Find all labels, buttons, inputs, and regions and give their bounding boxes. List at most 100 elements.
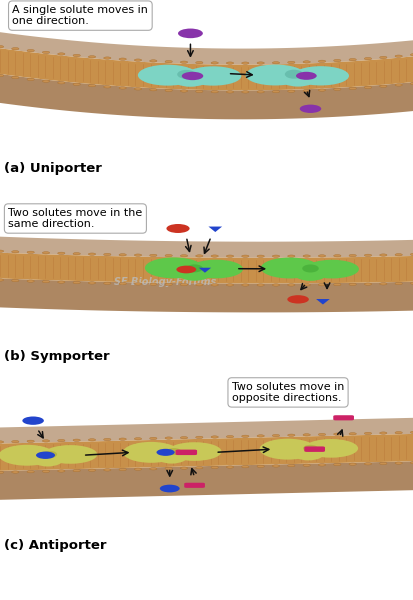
Ellipse shape [379, 283, 386, 285]
Ellipse shape [379, 56, 386, 59]
Ellipse shape [295, 72, 316, 80]
Ellipse shape [134, 283, 141, 285]
Ellipse shape [394, 84, 401, 86]
Ellipse shape [177, 265, 211, 281]
FancyBboxPatch shape [304, 446, 324, 452]
Text: A single solute moves in
one direction.: A single solute moves in one direction. [12, 5, 148, 26]
Ellipse shape [211, 255, 218, 257]
Ellipse shape [211, 91, 218, 93]
Ellipse shape [394, 254, 401, 256]
Ellipse shape [42, 251, 50, 254]
Ellipse shape [31, 451, 64, 466]
Ellipse shape [226, 62, 233, 64]
Ellipse shape [394, 55, 401, 58]
Ellipse shape [363, 432, 371, 434]
Ellipse shape [256, 62, 263, 64]
Ellipse shape [226, 466, 233, 468]
Ellipse shape [302, 61, 310, 63]
Ellipse shape [333, 254, 340, 257]
FancyBboxPatch shape [184, 483, 204, 488]
Ellipse shape [27, 470, 34, 473]
Ellipse shape [302, 434, 310, 436]
Ellipse shape [12, 76, 19, 79]
Polygon shape [0, 74, 413, 119]
Text: Two solutes move in the
same direction.: Two solutes move in the same direction. [8, 208, 142, 229]
Ellipse shape [27, 78, 34, 80]
Ellipse shape [195, 90, 202, 92]
Ellipse shape [159, 485, 179, 493]
Ellipse shape [57, 82, 65, 84]
Ellipse shape [180, 467, 187, 469]
Ellipse shape [299, 104, 320, 113]
Ellipse shape [272, 91, 279, 93]
Ellipse shape [73, 253, 80, 255]
Ellipse shape [256, 284, 263, 286]
Ellipse shape [73, 83, 80, 85]
Ellipse shape [103, 253, 111, 256]
Ellipse shape [166, 224, 189, 233]
Ellipse shape [42, 80, 50, 82]
Ellipse shape [272, 255, 279, 257]
Ellipse shape [287, 284, 294, 286]
Ellipse shape [348, 254, 356, 257]
Ellipse shape [226, 436, 233, 438]
Ellipse shape [256, 255, 263, 257]
Text: (b) Symporter: (b) Symporter [4, 350, 109, 364]
Polygon shape [0, 48, 413, 91]
Ellipse shape [119, 438, 126, 440]
Ellipse shape [12, 251, 19, 253]
Text: SF Biology-Forums: SF Biology-Forums [114, 277, 216, 287]
Ellipse shape [165, 89, 172, 92]
Ellipse shape [348, 433, 356, 435]
Ellipse shape [318, 433, 325, 436]
Ellipse shape [284, 70, 302, 79]
Ellipse shape [12, 47, 19, 50]
Ellipse shape [88, 439, 95, 441]
Ellipse shape [304, 260, 358, 278]
Ellipse shape [12, 440, 19, 443]
Ellipse shape [27, 251, 34, 253]
Ellipse shape [138, 65, 197, 86]
Ellipse shape [195, 255, 202, 257]
Ellipse shape [165, 254, 172, 257]
FancyBboxPatch shape [332, 415, 353, 421]
Ellipse shape [226, 255, 233, 257]
Ellipse shape [211, 284, 218, 286]
Ellipse shape [363, 283, 371, 285]
Ellipse shape [134, 59, 141, 61]
Ellipse shape [245, 65, 304, 85]
Polygon shape [208, 227, 221, 232]
Ellipse shape [287, 90, 294, 92]
Ellipse shape [272, 465, 279, 467]
Ellipse shape [0, 74, 4, 77]
Ellipse shape [348, 283, 356, 286]
Ellipse shape [333, 59, 340, 62]
Ellipse shape [241, 91, 248, 93]
Ellipse shape [226, 284, 233, 286]
Text: Two solutes move in
opposite directions.: Two solutes move in opposite directions. [231, 382, 343, 403]
Ellipse shape [302, 464, 310, 466]
Ellipse shape [57, 439, 65, 442]
Ellipse shape [333, 283, 340, 286]
Ellipse shape [73, 281, 80, 284]
Ellipse shape [211, 436, 218, 438]
Ellipse shape [272, 284, 279, 286]
Ellipse shape [171, 70, 209, 87]
Ellipse shape [119, 469, 126, 471]
Ellipse shape [256, 435, 263, 437]
Ellipse shape [272, 62, 279, 64]
Ellipse shape [292, 265, 327, 281]
Ellipse shape [318, 255, 325, 257]
Ellipse shape [0, 441, 4, 443]
Ellipse shape [165, 437, 172, 439]
Ellipse shape [363, 463, 371, 465]
Ellipse shape [12, 280, 19, 282]
Ellipse shape [134, 88, 141, 90]
Ellipse shape [195, 61, 202, 64]
Ellipse shape [123, 442, 179, 463]
Ellipse shape [119, 58, 126, 60]
Ellipse shape [57, 470, 65, 472]
Ellipse shape [88, 85, 95, 87]
Polygon shape [0, 236, 413, 258]
Ellipse shape [0, 471, 4, 473]
